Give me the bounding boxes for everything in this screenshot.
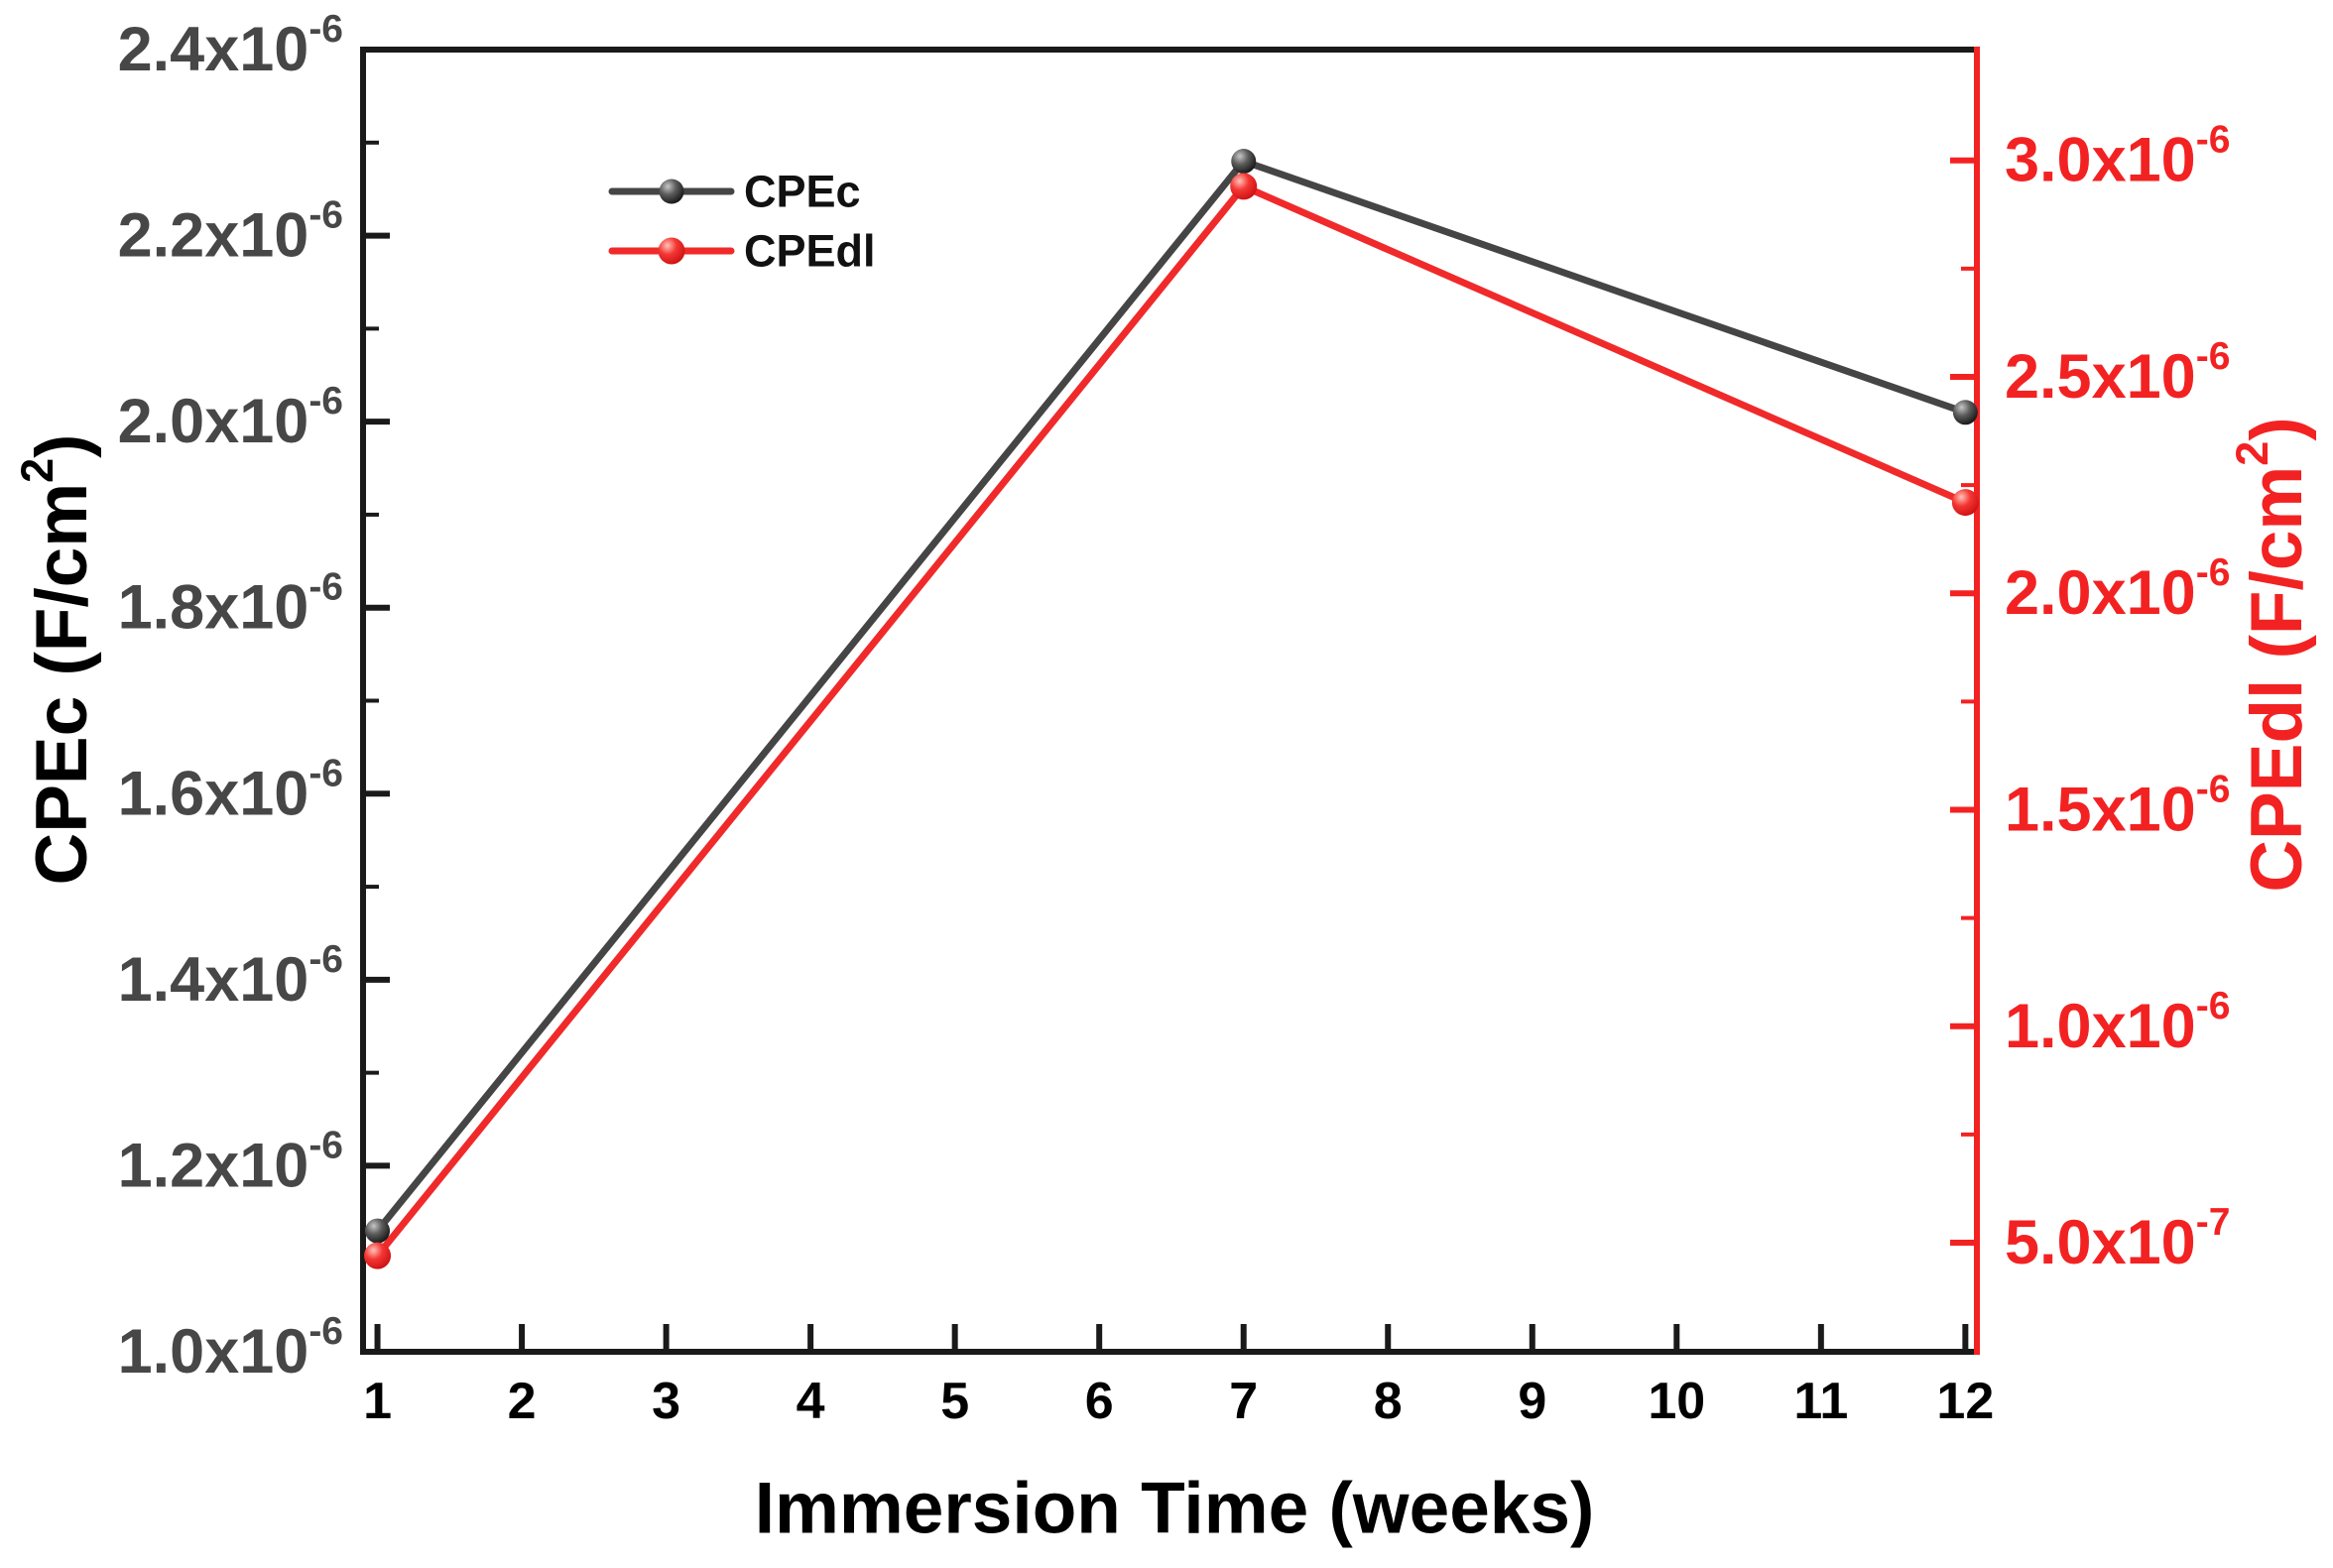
left-axis-tick-label: 2.2x10-6 [118, 193, 343, 270]
data-point-cpec-week7 [1231, 149, 1257, 175]
legend-marker-cpec [659, 179, 684, 204]
left-axis-tick-label: 1.8x10-6 [118, 565, 343, 643]
data-point-cpedl-week1 [364, 1242, 392, 1269]
left-axis-tick-label: 1.0x10-6 [118, 1310, 343, 1387]
data-point-cpec-week1 [365, 1218, 391, 1244]
right-axis-tick-label: 3.0x10-6 [2005, 118, 2230, 195]
x-axis-tick-label: 6 [1085, 1373, 1114, 1430]
right-axis-tick-label: 2.5x10-6 [2005, 334, 2230, 412]
x-axis-tick-label: 10 [1648, 1373, 1705, 1430]
data-point-cpedl-week12 [1951, 489, 1979, 517]
x-axis-tick-label: 12 [1936, 1373, 1994, 1430]
x-axis-tick-label: 9 [1518, 1373, 1546, 1430]
x-axis-tick-label: 2 [508, 1373, 537, 1430]
left-axis-tick-label: 2.4x10-6 [118, 8, 343, 85]
right-axis-tick-label: 1.5x10-6 [2005, 768, 2230, 845]
x-axis-tick-label: 7 [1229, 1373, 1258, 1430]
legend-marker-cpedl [658, 237, 685, 265]
x-axis-tick-label: 5 [940, 1373, 969, 1430]
x-axis-tick-label: 4 [797, 1373, 825, 1430]
left-axis-tick-label: 1.2x10-6 [118, 1124, 343, 1201]
data-point-cpedl-week7 [1230, 173, 1258, 200]
x-axis-title: Immersion Time (weeks) [755, 1469, 1595, 1549]
left-axis-tick-label: 1.6x10-6 [118, 752, 343, 829]
y-axis-title-left: CPEc (F/cm2) [12, 433, 102, 885]
legend-item-cpedl: CPEdl [608, 226, 876, 277]
legend-label-cpedl: CPEdl [744, 226, 876, 277]
y-axis-title-right: CPEdl (F/cm2) [2227, 417, 2317, 892]
x-axis-tick-label: 1 [363, 1373, 392, 1430]
legend-label-cpec: CPEc [744, 167, 861, 217]
right-axis-tick-label: 2.0x10-6 [2005, 551, 2230, 629]
x-axis-tick-label: 8 [1374, 1373, 1403, 1430]
left-axis-tick-label: 1.4x10-6 [118, 937, 343, 1015]
x-axis-tick-label: 3 [652, 1373, 680, 1430]
legend-item-cpec: CPEc [608, 167, 861, 217]
x-axis-tick-label: 11 [1793, 1373, 1848, 1430]
left-axis-tick-label: 2.0x10-6 [118, 380, 343, 457]
right-axis-tick-label: 5.0x10-7 [2005, 1201, 2230, 1278]
data-point-cpec-week12 [1952, 400, 1978, 425]
right-axis-tick-label: 1.0x10-6 [2005, 984, 2230, 1061]
